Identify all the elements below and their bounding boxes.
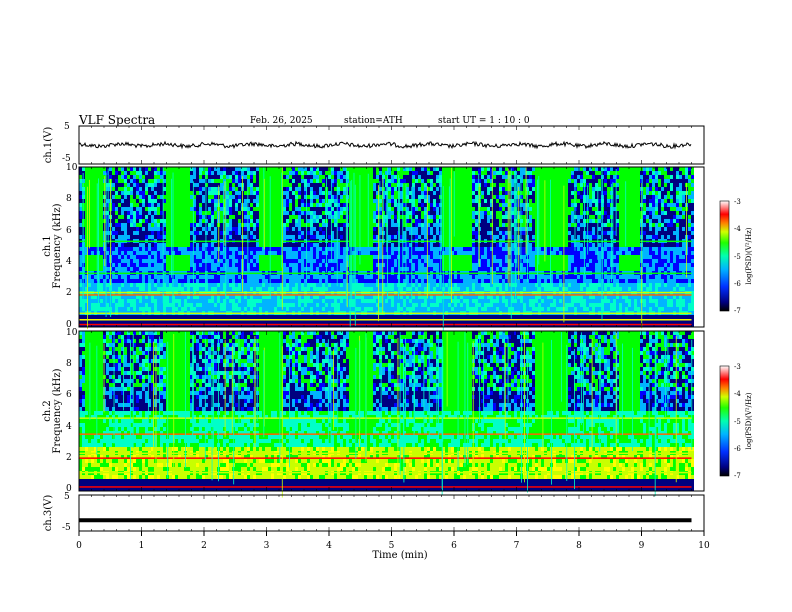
ch3-ylabel: ch.3(V) [43,495,54,532]
ch2-cb-tick-4: -4 [734,390,741,398]
ch1-spec-ytick-2: 2 [66,288,72,298]
ch2-spec-ylabel-frequency: Frequency (kHz) [52,368,63,453]
ch2-colorbar-scale [719,365,730,477]
ch2-colorbar-label: log(PSD)(V²/Hz) [745,392,753,449]
time-axis-tick-label: 8 [576,541,582,551]
ch1-cb-tick-5: -5 [734,253,741,261]
figure-title: VLF Spectra [78,113,155,127]
ch1-cb-tick-3: -3 [734,198,741,206]
ch2-spec-ytick-10: 10 [66,328,78,338]
ch1-cb-tick-4: -4 [734,225,741,233]
ch2-spec-ytick-4: 4 [66,422,72,432]
ch2-spec-ytick-2: 2 [66,453,72,463]
time-axis-tick-label: 9 [639,541,645,551]
ch1-spec-ytick-6: 6 [66,226,72,236]
ch1-ylabel: ch.1(V) [43,127,54,164]
ch1-colorbar: -3 -4 -5 -6 -7 log(PSD)(V²/Hz) [719,198,753,315]
ch2-cb-tick-6: -6 [734,445,741,453]
time-axis-tick-label: 0 [76,541,82,551]
ch2-spec-ytick-6: 6 [66,390,72,400]
station-label: station=ATH [344,116,403,126]
time-axis-tick-label: 10 [698,541,710,551]
ch1-spec-ytick-0: 0 [66,320,72,330]
ch1-spec-ytick-10: 10 [66,163,78,173]
ch1-trace [78,140,692,150]
time-axis-tick-label: 7 [514,541,520,551]
ch1-spec-ylabel-channel: ch.1 [42,235,53,257]
ch1-spec-ytick-4: 4 [66,257,72,267]
start-time-label: start UT = 1 : 10 : 0 [438,116,530,126]
time-axis-tick-label: 3 [264,541,270,551]
ch2-cb-tick-3: -3 [734,363,741,371]
ch1-waveform-panel: 5 -5 ch.1(V) [43,122,705,165]
ch3-frame [78,494,705,532]
ch2-spectrogram-image [79,331,704,498]
ch2-colorbar: -3 -4 -5 -6 -7 log(PSD)(V²/Hz) [719,363,753,480]
ch1-colorbar-label: log(PSD)(V²/Hz) [745,227,753,284]
time-axis-tick-label: 5 [389,541,395,551]
ch1-spectrogram-panel: 10 8 6 4 2 0 ch.1 Frequency (kHz) [42,163,705,331]
ch1-spec-ytick-8: 8 [66,194,72,204]
ch3-waveform-panel: 5 -5 ch.3(V) [43,492,705,533]
ch1-cb-tick-6: -6 [734,280,741,288]
ch2-cb-tick-5: -5 [734,418,741,426]
ch1-ytick-bottom: -5 [62,154,71,164]
ch2-spectrogram-panel: 10 8 6 4 2 0 ch.2 Frequency (kHz) [42,328,705,498]
ch1-ytick-top: 5 [64,122,70,132]
time-axis-tick-label: 2 [201,541,207,551]
time-axis-label: Time (min) [372,550,427,561]
ch2-spec-ylabel-channel: ch.2 [42,400,53,422]
ch3-ytick-bottom: -5 [62,523,71,533]
ch1-cb-tick-7: -7 [734,307,741,315]
ch2-spec-ytick-0: 0 [66,484,72,494]
ch2-cb-tick-7: -7 [734,472,741,480]
time-axis: 0 1 2 3 4 5 6 7 8 9 10 [76,531,710,551]
date-label: Feb. 26, 2025 [250,116,313,126]
ch3-ytick-top: 5 [64,492,70,502]
ch1-colorbar-scale [719,200,730,312]
panel-side-ticks [78,126,705,531]
time-axis-tick-label: 6 [451,541,457,551]
ch2-spec-ytick-8: 8 [66,359,72,369]
ch1-spec-ylabel-frequency: Frequency (kHz) [52,203,63,288]
time-axis-tick-label: 4 [326,541,332,551]
ch1-spectrogram-image [79,167,704,331]
time-axis-tick-label: 1 [139,541,145,551]
